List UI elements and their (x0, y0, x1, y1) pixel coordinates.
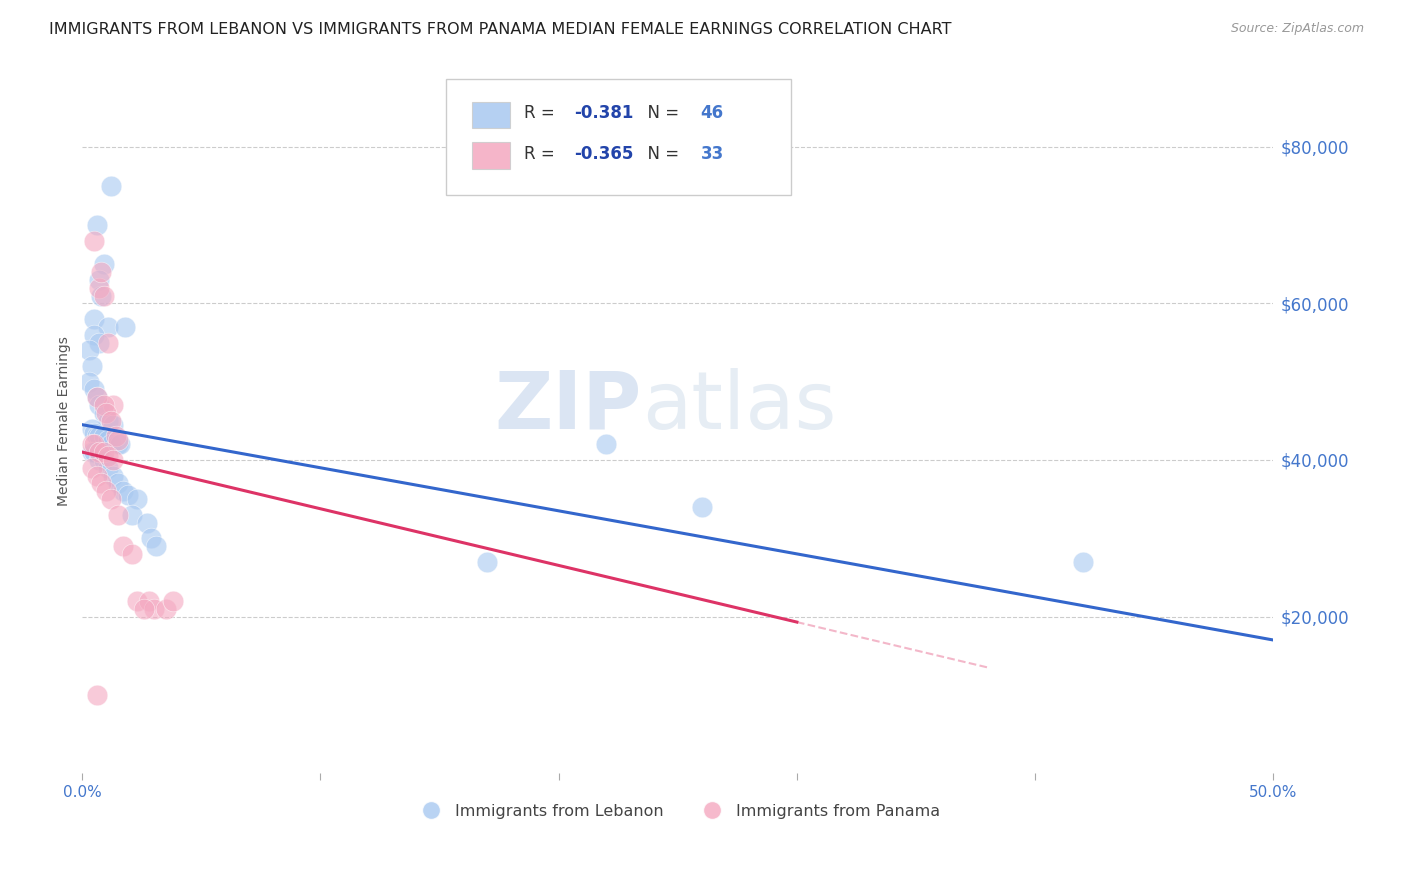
Point (93, 453, 115, 467)
Point (87, 445, 110, 459)
Point (87, 453, 110, 467)
Text: -0.365: -0.365 (574, 145, 634, 162)
Point (138, 594, 160, 608)
Point (86, 390, 108, 404)
Point (93, 398, 115, 412)
Text: IMMIGRANTS FROM LEBANON VS IMMIGRANTS FROM PANAMA MEDIAN FEMALE EARNINGS CORRELA: IMMIGRANTS FROM LEBANON VS IMMIGRANTS FR… (49, 22, 952, 37)
Point (103, 468, 125, 483)
Point (134, 601, 156, 615)
Point (141, 531, 163, 545)
Point (80, 460, 103, 475)
Point (100, 437, 122, 451)
Point (83, 437, 105, 451)
Point (595, 437, 617, 451)
Point (86, 390, 108, 404)
Point (1071, 555, 1094, 569)
Point (87, 281, 110, 295)
Point (107, 476, 129, 491)
Point (103, 417, 125, 432)
Point (103, 398, 125, 412)
Point (107, 508, 129, 522)
Point (86, 688, 108, 702)
Point (93, 406, 115, 420)
Text: -0.381: -0.381 (574, 103, 634, 122)
Point (80, 422, 103, 436)
Point (103, 453, 125, 467)
Point (155, 601, 177, 615)
Point (86, 429, 108, 443)
Text: R =: R = (524, 145, 560, 162)
Point (114, 319, 136, 334)
Point (83, 312, 105, 326)
Point (97, 449, 120, 463)
Text: N =: N = (637, 103, 685, 122)
Text: Source: ZipAtlas.com: Source: ZipAtlas.com (1230, 22, 1364, 36)
Bar (472, 102, 510, 128)
Text: atlas: atlas (643, 368, 837, 446)
Point (86, 218, 108, 232)
Point (86, 468, 108, 483)
Point (111, 484, 134, 499)
Point (104, 429, 127, 443)
Point (107, 437, 129, 451)
Point (79, 343, 101, 358)
Point (125, 492, 148, 507)
Point (97, 319, 120, 334)
Text: 46: 46 (700, 103, 724, 122)
Point (90, 476, 112, 491)
Text: N =: N = (637, 145, 685, 162)
Point (80, 359, 103, 373)
Point (117, 488, 139, 502)
Point (83, 234, 105, 248)
Point (83, 425, 105, 440)
Point (87, 398, 110, 412)
Point (79, 375, 101, 389)
Point (90, 265, 112, 279)
Point (93, 445, 115, 459)
Bar (472, 143, 510, 169)
Point (100, 178, 122, 193)
Point (93, 288, 115, 302)
Point (87, 273, 110, 287)
Point (121, 508, 143, 522)
Point (83, 383, 105, 397)
Point (135, 516, 157, 530)
Point (87, 429, 110, 443)
Point (90, 288, 112, 302)
Point (107, 434, 129, 448)
Point (83, 327, 105, 342)
Point (97, 434, 120, 448)
Point (162, 594, 184, 608)
Point (100, 414, 122, 428)
Legend: Immigrants from Lebanon, Immigrants from Panama: Immigrants from Lebanon, Immigrants from… (409, 797, 946, 825)
Point (87, 335, 110, 350)
Point (125, 594, 148, 608)
Point (97, 414, 120, 428)
Point (477, 555, 499, 569)
Point (97, 335, 120, 350)
Point (690, 500, 713, 514)
Point (111, 539, 134, 553)
FancyBboxPatch shape (446, 79, 792, 195)
Text: 33: 33 (700, 145, 724, 162)
Y-axis label: Median Female Earnings: Median Female Earnings (58, 336, 72, 506)
Point (145, 539, 167, 553)
Point (93, 429, 115, 443)
Point (121, 547, 143, 561)
Point (93, 257, 115, 271)
Point (94, 406, 117, 420)
Point (94, 484, 117, 499)
Text: ZIP: ZIP (495, 368, 643, 446)
Text: R =: R = (524, 103, 560, 122)
Point (80, 437, 103, 451)
Point (142, 601, 165, 615)
Point (97, 460, 120, 475)
Point (100, 492, 122, 507)
Point (83, 445, 105, 459)
Point (110, 437, 132, 451)
Point (80, 445, 103, 459)
